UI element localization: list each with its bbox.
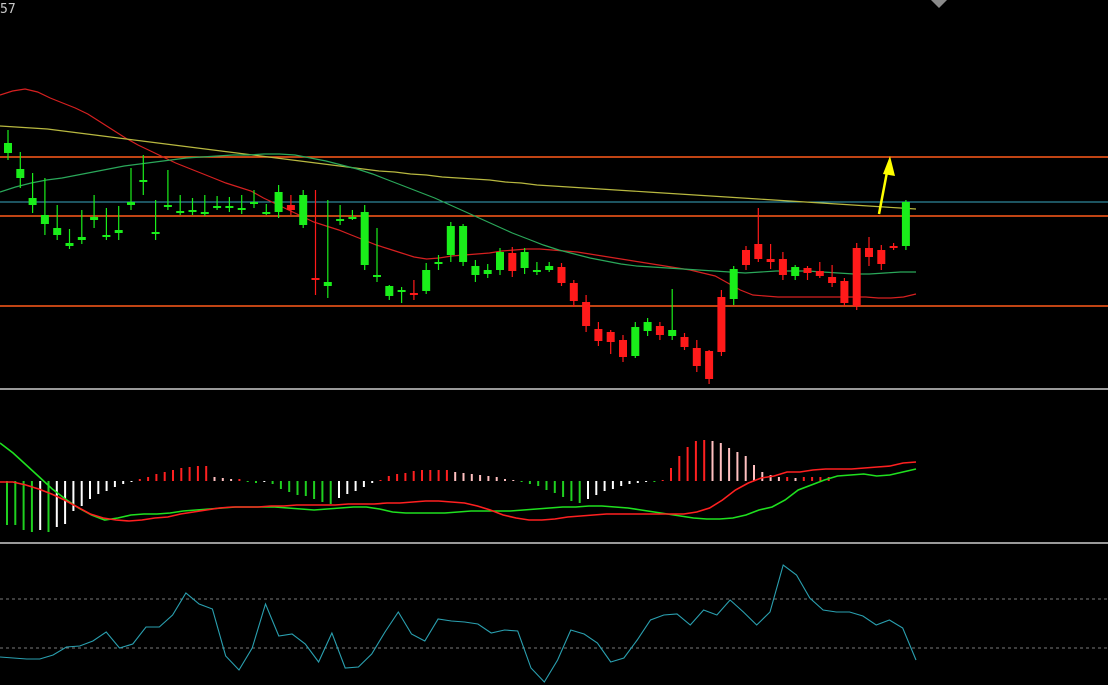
candle-body-71 [877,250,886,264]
candle-body-53 [655,326,664,335]
arrow-head-icon [883,156,895,176]
candle-body-36 [446,226,455,255]
oscillator-panel [0,564,1108,683]
candle-body-40 [496,252,504,270]
candle-body-42 [520,252,529,268]
candle-body-56 [692,348,701,366]
candle-body-27 [336,219,345,221]
candle-body-9 [114,230,123,233]
candle-body-15 [188,210,197,212]
candle-body-55 [680,337,689,347]
corner-label: 57 [0,2,16,17]
candle-body-47 [582,302,591,326]
candle-body-57 [705,351,714,379]
oscillator-line [0,564,917,683]
candle-body-32 [397,290,406,292]
candle-body-11 [139,180,148,182]
candle-body-59 [729,269,738,299]
candle-body-1 [16,169,25,178]
arrow-shaft [877,171,889,215]
candle-body-37 [459,226,468,262]
candle-body-70 [865,248,873,257]
candle-body-10 [127,202,135,205]
candle-body-52 [643,322,652,331]
candle-body-26 [323,282,332,286]
candle-body-63 [778,259,787,275]
candle-body-66 [815,271,824,276]
candle-body-48 [594,329,603,341]
candle-body-41 [508,253,517,271]
candle-body-60 [742,250,750,265]
candle-body-65 [803,268,812,273]
candle-body-0 [4,143,12,153]
candle-body-62 [766,259,775,262]
candle-body-20 [250,202,258,204]
candle-body-18 [225,206,234,208]
candle-body-12 [151,232,160,234]
candle-body-17 [213,206,222,208]
candle-body-64 [791,267,800,276]
candle-body-54 [668,330,677,336]
candle-body-50 [619,340,627,357]
candle-body-5 [65,243,74,246]
candle-body-8 [102,235,111,237]
candle-body-44 [545,266,554,270]
candle-body-21 [262,212,271,214]
candle-body-72 [889,246,898,248]
candle-body-4 [53,228,62,235]
candle-body-25 [311,278,320,280]
candle-body-33 [409,293,418,295]
candle-body-23 [286,205,295,210]
candle-body-7 [90,217,99,220]
candle-body-67 [828,277,837,283]
corner-marker-icon [931,0,947,8]
macd-dea-line [0,461,917,522]
candle-body-28 [348,217,357,219]
candle-body-61 [754,244,763,259]
candle-body-34 [422,270,431,291]
candle-body-6 [77,237,86,240]
candle-body-35 [434,262,443,264]
candle-body-46 [569,283,578,301]
candle-body-73 [901,202,910,246]
candle-body-2 [28,198,37,205]
candle-body-19 [237,208,246,210]
candle-body-14 [176,211,185,213]
ma-red-line [0,88,917,299]
candle-body-24 [299,195,308,225]
candle-body-31 [385,286,394,296]
ma-yellow-line [0,125,917,210]
candle-body-39 [483,270,492,274]
candle-body-16 [200,212,209,214]
candle-body-69 [852,248,861,306]
candle-body-45 [557,267,566,283]
candle-body-43 [532,270,541,272]
candle-body-51 [631,327,640,356]
candle-body-22 [274,192,283,212]
macd-panel [0,388,1108,544]
candle-body-58 [717,297,726,352]
ma-green-line [0,153,916,275]
candle-body-38 [471,266,480,275]
candle-body-49 [606,332,615,342]
candle-body-29 [360,212,369,265]
candle-body-30 [373,275,381,277]
candle-body-13 [163,205,172,207]
candle-body-3 [40,215,49,224]
candle-body-68 [840,281,849,303]
price-panel [0,88,1108,384]
macd-dif-line [0,442,917,521]
